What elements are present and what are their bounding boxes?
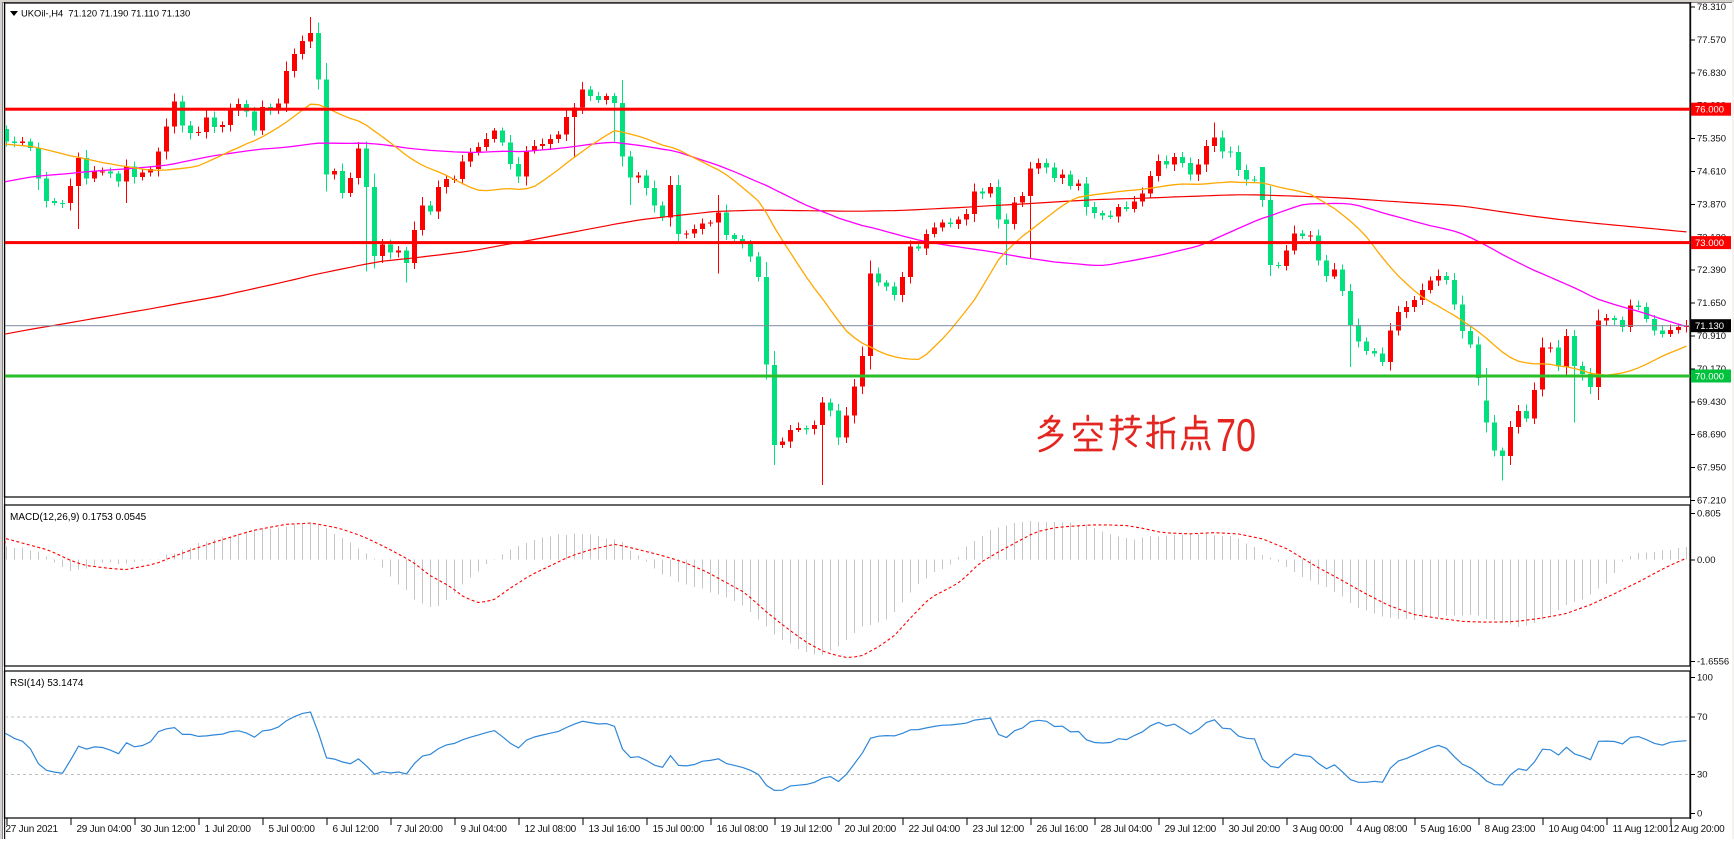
svg-text:19 Jul 12:00: 19 Jul 12:00 bbox=[781, 824, 833, 835]
svg-text:73.870: 73.870 bbox=[1697, 199, 1726, 210]
svg-text:70.170: 70.170 bbox=[1697, 364, 1726, 375]
svg-text:6 Jul 12:00: 6 Jul 12:00 bbox=[333, 824, 380, 835]
svg-text:75.350: 75.350 bbox=[1697, 134, 1726, 145]
svg-text:0: 0 bbox=[1697, 809, 1702, 820]
svg-text:5 Jul 00:00: 5 Jul 00:00 bbox=[269, 824, 316, 835]
svg-text:15 Jul 00:00: 15 Jul 00:00 bbox=[653, 824, 705, 835]
svg-text:77.570: 77.570 bbox=[1697, 35, 1726, 46]
svg-text:67.950: 67.950 bbox=[1697, 463, 1726, 474]
svg-text:1 Jul 20:00: 1 Jul 20:00 bbox=[205, 824, 252, 835]
svg-text:70: 70 bbox=[1216, 409, 1256, 461]
svg-text:71.130: 71.130 bbox=[1695, 321, 1724, 332]
svg-text:30 Jul 20:00: 30 Jul 20:00 bbox=[1229, 824, 1281, 835]
svg-text:72.390: 72.390 bbox=[1697, 265, 1726, 276]
svg-text:29 Jun 04:00: 29 Jun 04:00 bbox=[77, 824, 133, 835]
svg-text:0.805: 0.805 bbox=[1697, 509, 1721, 520]
svg-text:7 Jul 20:00: 7 Jul 20:00 bbox=[397, 824, 444, 835]
svg-text:28 Jul 04:00: 28 Jul 04:00 bbox=[1101, 824, 1153, 835]
svg-text:12 Aug 20:00: 12 Aug 20:00 bbox=[1669, 824, 1726, 835]
svg-text:12 Jul 08:00: 12 Jul 08:00 bbox=[525, 824, 577, 835]
svg-text:13 Jul 16:00: 13 Jul 16:00 bbox=[589, 824, 641, 835]
svg-text:20 Jul 20:00: 20 Jul 20:00 bbox=[845, 824, 897, 835]
svg-text:9 Jul 04:00: 9 Jul 04:00 bbox=[461, 824, 508, 835]
svg-text:27 Jun 2021: 27 Jun 2021 bbox=[6, 824, 59, 835]
svg-text:29 Jul 12:00: 29 Jul 12:00 bbox=[1165, 824, 1217, 835]
svg-text:68.690: 68.690 bbox=[1697, 430, 1726, 441]
svg-text:0.00: 0.00 bbox=[1697, 555, 1716, 566]
svg-text:11 Aug 12:00: 11 Aug 12:00 bbox=[1613, 824, 1669, 835]
svg-text:-1.6556: -1.6556 bbox=[1697, 657, 1729, 668]
svg-text:71.650: 71.650 bbox=[1697, 298, 1726, 309]
svg-text:67.210: 67.210 bbox=[1697, 496, 1726, 507]
svg-text:70: 70 bbox=[1697, 712, 1708, 723]
svg-text:73.000: 73.000 bbox=[1695, 238, 1724, 249]
svg-text:8 Aug 23:00: 8 Aug 23:00 bbox=[1485, 824, 1536, 835]
svg-text:76.000: 76.000 bbox=[1695, 105, 1724, 116]
svg-text:4 Aug 08:00: 4 Aug 08:00 bbox=[1357, 824, 1408, 835]
svg-text:RSI(14) 53.1474: RSI(14) 53.1474 bbox=[10, 678, 84, 689]
svg-text:30: 30 bbox=[1697, 770, 1708, 781]
svg-text:10 Aug 04:00: 10 Aug 04:00 bbox=[1549, 824, 1606, 835]
svg-text:23 Jul 12:00: 23 Jul 12:00 bbox=[973, 824, 1025, 835]
svg-text:69.430: 69.430 bbox=[1697, 397, 1726, 408]
svg-text:70.000: 70.000 bbox=[1695, 372, 1724, 383]
svg-text:5 Aug 16:00: 5 Aug 16:00 bbox=[1421, 824, 1472, 835]
svg-text:3 Aug 00:00: 3 Aug 00:00 bbox=[1293, 824, 1344, 835]
svg-text:70.910: 70.910 bbox=[1697, 331, 1726, 342]
svg-text:16 Jul 08:00: 16 Jul 08:00 bbox=[717, 824, 769, 835]
svg-text:74.610: 74.610 bbox=[1697, 167, 1726, 178]
svg-text:22 Jul 04:00: 22 Jul 04:00 bbox=[909, 824, 961, 835]
svg-text:30 Jun 12:00: 30 Jun 12:00 bbox=[141, 824, 197, 835]
svg-text:78.310: 78.310 bbox=[1697, 2, 1726, 13]
svg-text:MACD(12,26,9) 0.1753 0.0545: MACD(12,26,9) 0.1753 0.0545 bbox=[10, 512, 147, 523]
svg-text:26 Jul 16:00: 26 Jul 16:00 bbox=[1037, 824, 1089, 835]
svg-text:UKOil-,H4 71.120 71.190 71.11: UKOil-,H4 71.120 71.190 71.110 71.130 bbox=[21, 8, 190, 19]
svg-text:100: 100 bbox=[1697, 673, 1713, 684]
svg-text:76.830: 76.830 bbox=[1697, 68, 1726, 79]
